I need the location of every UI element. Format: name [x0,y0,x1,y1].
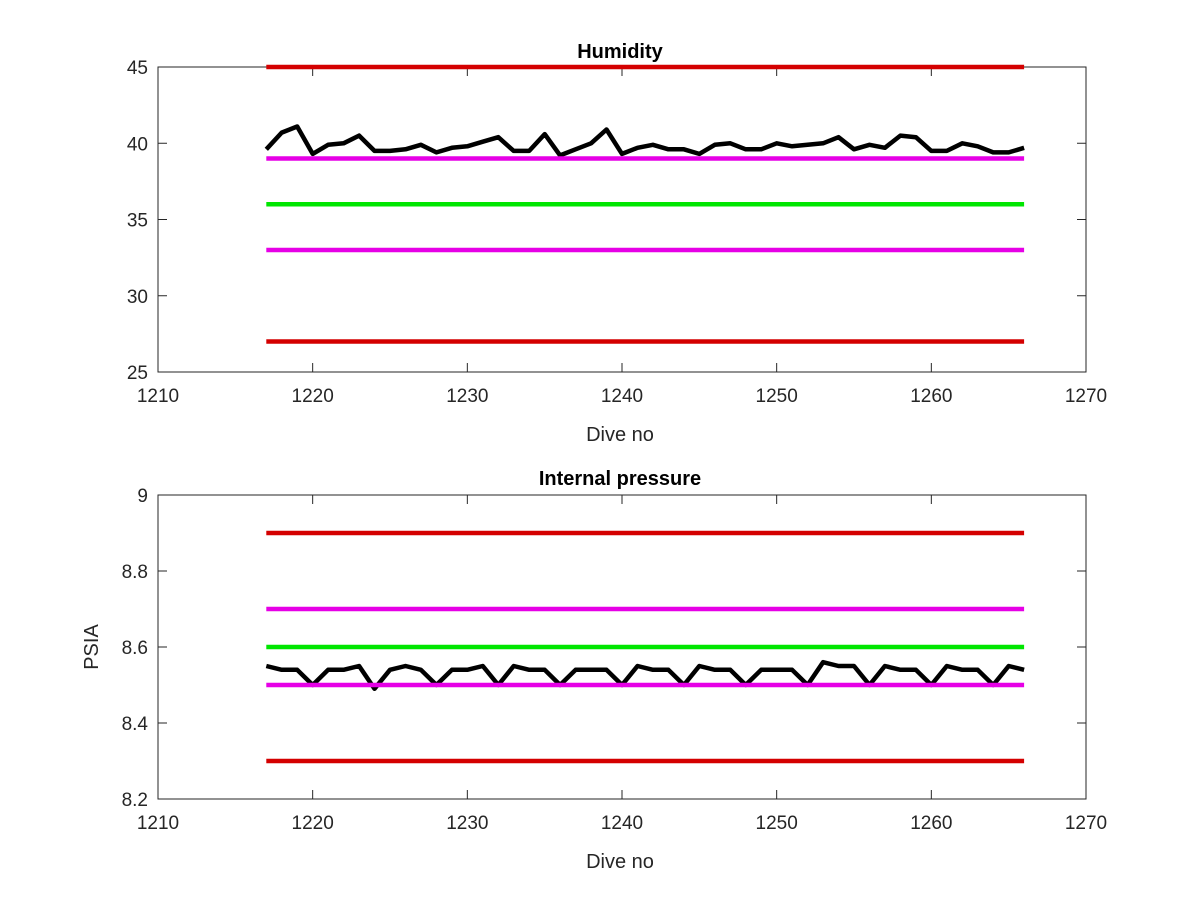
axes-box [157,66,1087,373]
y-tick-label: 8.2 [122,790,148,811]
y-tick-label: 8.8 [122,562,148,583]
x-tick-label: 1250 [756,813,798,834]
x-tick-label: 1220 [292,386,334,407]
x-tick-label: 1240 [601,386,643,407]
y-tick-label: 35 [127,211,148,232]
x-tick-label: 1240 [601,813,643,834]
data-series-line [264,124,1025,158]
x-axis-label: Dive no [586,851,654,873]
y-tick-label: 25 [127,363,148,384]
x-tick-label: 1270 [1065,813,1107,834]
x-tick-label: 1230 [446,386,488,407]
data-series-line [265,659,1025,692]
y-tick-label: 30 [127,287,148,308]
y-tick-label: 40 [127,134,148,155]
chart-title: Internal pressure [539,468,701,490]
y-tick-label: 9 [137,486,148,507]
internal-pressure-subplot: Internal pressure Dive no PSIA 1210 1220 1… [81,468,1107,873]
y-tick-label: 8.4 [122,714,149,735]
y-axis-label: PSIA [81,624,103,670]
plot-area: 1210 1220 1230 1240 1250 1260 1270 25 30 35 40 45 [127,58,1107,407]
x-tick-label: 1230 [446,813,488,834]
plot-area: 1210 1220 1230 1240 1250 1260 1270 8.2 8.4 8.6 8.8… [122,486,1108,834]
x-axis-label: Dive no [586,424,654,446]
x-tick-label: 1210 [137,813,179,834]
x-tick-label: 1260 [910,386,952,407]
x-tick-label: 1210 [137,386,179,407]
humidity-subplot: Humidity Dive no 1210 1220 1230 1240 1250 126… [127,41,1107,446]
chart-title: Humidity [577,41,663,63]
x-tick-label: 1220 [292,813,334,834]
x-tick-label: 1260 [910,813,952,834]
x-tick-label: 1250 [756,386,798,407]
x-tick-label: 1270 [1065,386,1107,407]
y-tick-label: 8.6 [122,638,148,659]
y-tick-label: 45 [127,58,148,79]
